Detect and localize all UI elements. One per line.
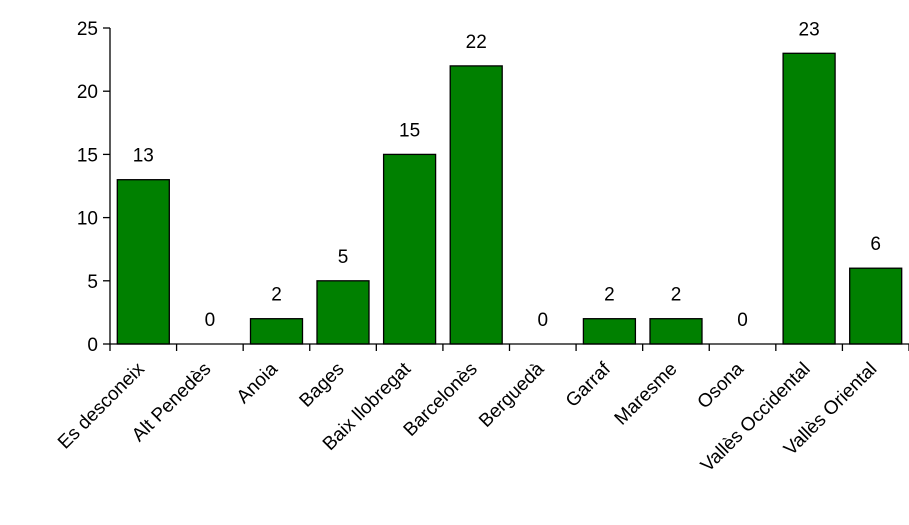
bar-3 — [316, 280, 370, 345]
data-label-2: 2 — [271, 285, 282, 306]
x-category-label-3: Bages — [296, 359, 349, 412]
bars-group — [116, 52, 903, 345]
x-category-label-7: Garraf — [562, 358, 615, 411]
data-label-0: 13 — [133, 146, 154, 167]
x-category-label-2: Anoia — [233, 358, 283, 408]
bar-0 — [116, 179, 170, 345]
data-label-8: 2 — [671, 285, 682, 306]
data-label-4: 15 — [399, 120, 420, 141]
x-category-label-6: Berguedà — [475, 358, 548, 431]
y-tick-label-5: 25 — [77, 19, 98, 40]
data-label-11: 6 — [870, 234, 881, 255]
data-label-9: 0 — [737, 310, 748, 331]
data-label-1: 0 — [205, 310, 216, 331]
bar-7 — [582, 318, 637, 345]
data-label-3: 5 — [338, 247, 349, 268]
bar-11 — [849, 267, 903, 345]
data-label-10: 23 — [799, 19, 820, 40]
y-tick-label-1: 5 — [87, 272, 98, 293]
data-label-6: 0 — [538, 310, 549, 331]
data-label-5: 22 — [466, 32, 487, 53]
data-label-7: 2 — [604, 285, 615, 306]
y-tick-label-2: 10 — [77, 209, 98, 230]
bar-2 — [249, 318, 304, 345]
y-tick-label-4: 20 — [77, 82, 98, 103]
x-category-label-9: Osona — [694, 358, 749, 413]
x-category-label-8: Maresme — [611, 359, 682, 430]
y-tick-label-0: 0 — [87, 335, 98, 356]
bar-10 — [782, 52, 836, 345]
bar-8 — [649, 318, 703, 345]
bar-5 — [449, 65, 503, 345]
y-tick-label-3: 15 — [77, 145, 98, 166]
bar-4 — [382, 153, 437, 345]
